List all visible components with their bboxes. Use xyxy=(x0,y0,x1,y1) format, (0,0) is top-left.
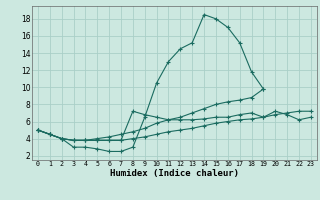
X-axis label: Humidex (Indice chaleur): Humidex (Indice chaleur) xyxy=(110,169,239,178)
